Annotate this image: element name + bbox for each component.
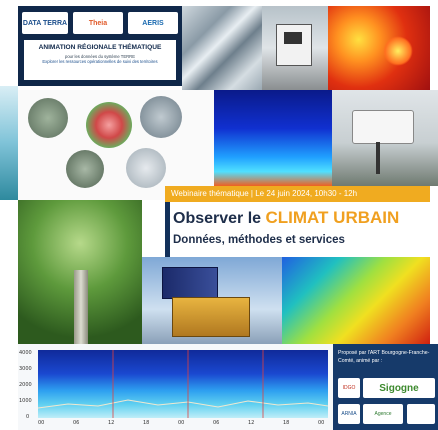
header-panel: DATA TERRA Theia AERIS ANIMATION RÉGIONA… bbox=[18, 6, 182, 86]
thermal-image bbox=[214, 90, 332, 186]
time-series-chart: 4000 3000 2000 1000 0 00 06 12 18 00 06 12 18 00 bbox=[18, 344, 333, 430]
proposer-panel: Proposé par l'ART Bourgogne-Franche-Comt… bbox=[333, 344, 438, 430]
chart-plot-area bbox=[38, 350, 328, 418]
gradient-strip bbox=[0, 86, 18, 200]
arnia-logo: ARNIA bbox=[338, 404, 360, 424]
maps-cluster bbox=[18, 90, 214, 200]
lidar-stand bbox=[376, 142, 380, 174]
data-terra-logo-text: DATA TERRA bbox=[22, 19, 68, 27]
chart-lines bbox=[38, 350, 328, 418]
x-tick: 12 bbox=[108, 420, 115, 426]
idgo-logo-text: IDGO bbox=[342, 385, 356, 391]
aeris-logo: AERIS bbox=[128, 12, 178, 34]
tree-photo bbox=[18, 200, 142, 344]
banner-title-prefix: Observer le bbox=[173, 210, 266, 227]
map-circle-3 bbox=[140, 96, 182, 138]
idgo-logo: IDGO bbox=[338, 378, 360, 398]
partner-logo bbox=[407, 404, 435, 424]
aeris-logo-text: AERIS bbox=[142, 19, 164, 27]
theia-logo-text: Theia bbox=[88, 19, 108, 27]
banner-accent-bar bbox=[165, 202, 170, 257]
satellite-photo bbox=[142, 257, 282, 344]
lidar-housing bbox=[352, 110, 414, 144]
instrument-photo bbox=[262, 6, 328, 90]
banner-title: Observer le CLIMAT URBAIN bbox=[173, 208, 399, 228]
x-tick: 06 bbox=[213, 420, 220, 426]
heat-map bbox=[328, 6, 430, 90]
agence-logo: Agence bbox=[363, 404, 403, 424]
satellite-body bbox=[172, 297, 250, 337]
x-tick: 00 bbox=[178, 420, 185, 426]
map-circle-5 bbox=[126, 148, 166, 188]
x-tick: 12 bbox=[248, 420, 255, 426]
instrument-sensor bbox=[284, 32, 302, 44]
sigogne-logo: Sigogne bbox=[363, 378, 435, 398]
webinar-date: Webinaire thématique | Le 24 juin 2024, … bbox=[165, 186, 430, 202]
tree-trunk bbox=[74, 270, 88, 344]
data-terra-logo: DATA TERRA bbox=[22, 12, 68, 34]
header-title: ANIMATION RÉGIONALE THÉMATIQUE bbox=[38, 44, 162, 51]
x-tick: 18 bbox=[283, 420, 290, 426]
sigogne-logo-text: Sigogne bbox=[379, 382, 419, 394]
header-title-box: ANIMATION RÉGIONALE THÉMATIQUE pour les … bbox=[24, 40, 176, 80]
x-tick: 00 bbox=[38, 420, 45, 426]
theia-logo: Theia bbox=[73, 12, 123, 34]
x-ticks: 00 06 12 18 00 06 12 18 00 bbox=[38, 420, 328, 428]
solar-panel bbox=[162, 267, 218, 299]
instrument-body bbox=[276, 24, 312, 66]
banner-subtitle: Données, méthodes et services bbox=[173, 234, 345, 246]
proposer-text: Proposé par l'ART Bourgogne-Franche-Comt… bbox=[338, 350, 430, 364]
lidar-photo bbox=[332, 90, 438, 186]
y-tick: 0 bbox=[26, 414, 30, 420]
y-tick: 4000 bbox=[19, 350, 32, 356]
y-tick: 2000 bbox=[19, 382, 32, 388]
agence-logo-text: Agence bbox=[374, 411, 392, 417]
map-circle-2 bbox=[86, 102, 132, 148]
header-tagline: Explorer les ressources opérationnelles … bbox=[42, 59, 158, 64]
color-map bbox=[282, 257, 430, 344]
map-circle-1 bbox=[28, 98, 68, 138]
heat-hotspot bbox=[383, 36, 413, 66]
banner-title-highlight: CLIMAT URBAIN bbox=[265, 208, 400, 227]
map-circle-4 bbox=[66, 150, 104, 188]
x-tick: 06 bbox=[73, 420, 80, 426]
x-tick: 18 bbox=[143, 420, 150, 426]
y-tick: 1000 bbox=[19, 398, 32, 404]
satellite-image bbox=[182, 6, 262, 90]
arnia-logo-text: ARNIA bbox=[341, 411, 357, 417]
header-subtitle: pour les données du système TERRE bbox=[65, 54, 135, 59]
title-banner: Observer le CLIMAT URBAIN Données, métho… bbox=[165, 202, 430, 257]
y-tick: 3000 bbox=[19, 366, 32, 372]
x-tick: 00 bbox=[318, 420, 325, 426]
series-line bbox=[38, 399, 328, 409]
